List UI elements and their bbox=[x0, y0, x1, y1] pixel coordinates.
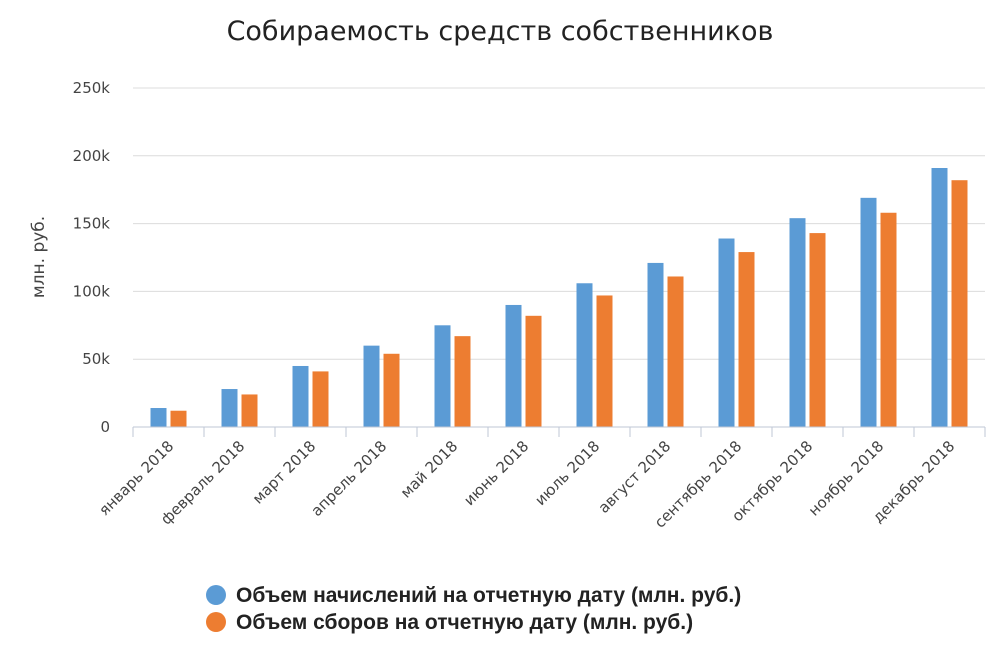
legend-marker bbox=[206, 612, 226, 632]
bar-series-2 bbox=[383, 353, 400, 427]
bar-series-2 bbox=[596, 295, 613, 427]
x-tick-label: июль 2018 bbox=[531, 437, 603, 509]
bar-series-2 bbox=[241, 394, 258, 427]
bar-series-2 bbox=[738, 252, 755, 427]
legend-label: Объем сборов на отчетную дату (млн. руб.… bbox=[236, 611, 693, 634]
bar-series-1 bbox=[860, 197, 877, 427]
bar-series-1 bbox=[363, 345, 380, 427]
chart-title: Собираемость средств собственников bbox=[227, 16, 774, 47]
y-tick-label: 250k bbox=[73, 79, 111, 97]
bars bbox=[150, 168, 968, 427]
y-axis-title: млн. руб. bbox=[29, 216, 49, 298]
bar-series-2 bbox=[951, 180, 968, 427]
bar-series-2 bbox=[525, 315, 542, 427]
gridlines bbox=[133, 87, 985, 360]
bar-series-1 bbox=[931, 168, 948, 427]
bar-series-1 bbox=[647, 262, 664, 427]
bar-series-1 bbox=[789, 218, 806, 427]
x-tick-label: август 2018 bbox=[595, 437, 675, 517]
bar-series-2 bbox=[312, 371, 329, 427]
x-tick-label: апрель 2018 bbox=[308, 437, 391, 520]
bar-series-2 bbox=[880, 212, 897, 427]
bar-series-2 bbox=[809, 233, 826, 427]
bar-series-2 bbox=[170, 410, 187, 427]
x-tick-label: июнь 2018 bbox=[460, 437, 532, 509]
x-tick-label: май 2018 bbox=[397, 437, 461, 501]
y-tick-label: 100k bbox=[73, 282, 111, 300]
y-tick-label: 150k bbox=[73, 215, 111, 233]
legend: Объем начислений на отчетную дату (млн. … bbox=[206, 584, 741, 634]
y-tick-label: 200k bbox=[73, 147, 111, 165]
y-axis: 0 50k 100k 150k 200k 250k bbox=[73, 79, 111, 436]
bar-series-1 bbox=[576, 283, 593, 427]
bar-series-1 bbox=[434, 325, 451, 427]
bar-series-2 bbox=[667, 276, 684, 427]
y-tick-label: 50k bbox=[82, 350, 110, 368]
bar-series-2 bbox=[454, 336, 471, 427]
bar-series-1 bbox=[505, 304, 522, 427]
legend-label: Объем начислений на отчетную дату (млн. … bbox=[236, 584, 741, 607]
bar-series-1 bbox=[150, 408, 167, 427]
bar-series-1 bbox=[718, 238, 735, 427]
x-tick-label: март 2018 bbox=[249, 437, 320, 508]
legend-marker bbox=[206, 585, 226, 605]
bar-series-1 bbox=[221, 389, 238, 427]
y-tick-label: 0 bbox=[100, 418, 110, 436]
bar-series-1 bbox=[292, 365, 309, 427]
